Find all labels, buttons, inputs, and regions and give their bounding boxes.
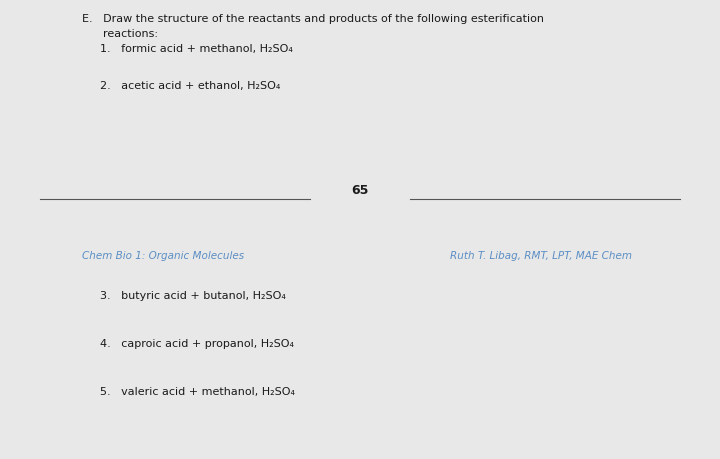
Text: Chem Bio 1: Organic Molecules: Chem Bio 1: Organic Molecules <box>82 251 244 261</box>
Text: Ruth T. Libag, RMT, LPT, MAE Chem: Ruth T. Libag, RMT, LPT, MAE Chem <box>450 251 632 261</box>
Text: reactions:: reactions: <box>82 29 158 39</box>
Text: 1.   formic acid + methanol, H₂SO₄: 1. formic acid + methanol, H₂SO₄ <box>100 44 293 54</box>
Text: E.   Draw the structure of the reactants and products of the following esterific: E. Draw the structure of the reactants a… <box>82 14 544 24</box>
Text: 3.   butyric acid + butanol, H₂SO₄: 3. butyric acid + butanol, H₂SO₄ <box>100 291 286 301</box>
Text: 4.   caproic acid + propanol, H₂SO₄: 4. caproic acid + propanol, H₂SO₄ <box>100 339 294 349</box>
Text: 65: 65 <box>351 184 369 196</box>
Text: 2.   acetic acid + ethanol, H₂SO₄: 2. acetic acid + ethanol, H₂SO₄ <box>100 81 280 91</box>
Text: 5.   valeric acid + methanol, H₂SO₄: 5. valeric acid + methanol, H₂SO₄ <box>100 387 295 397</box>
